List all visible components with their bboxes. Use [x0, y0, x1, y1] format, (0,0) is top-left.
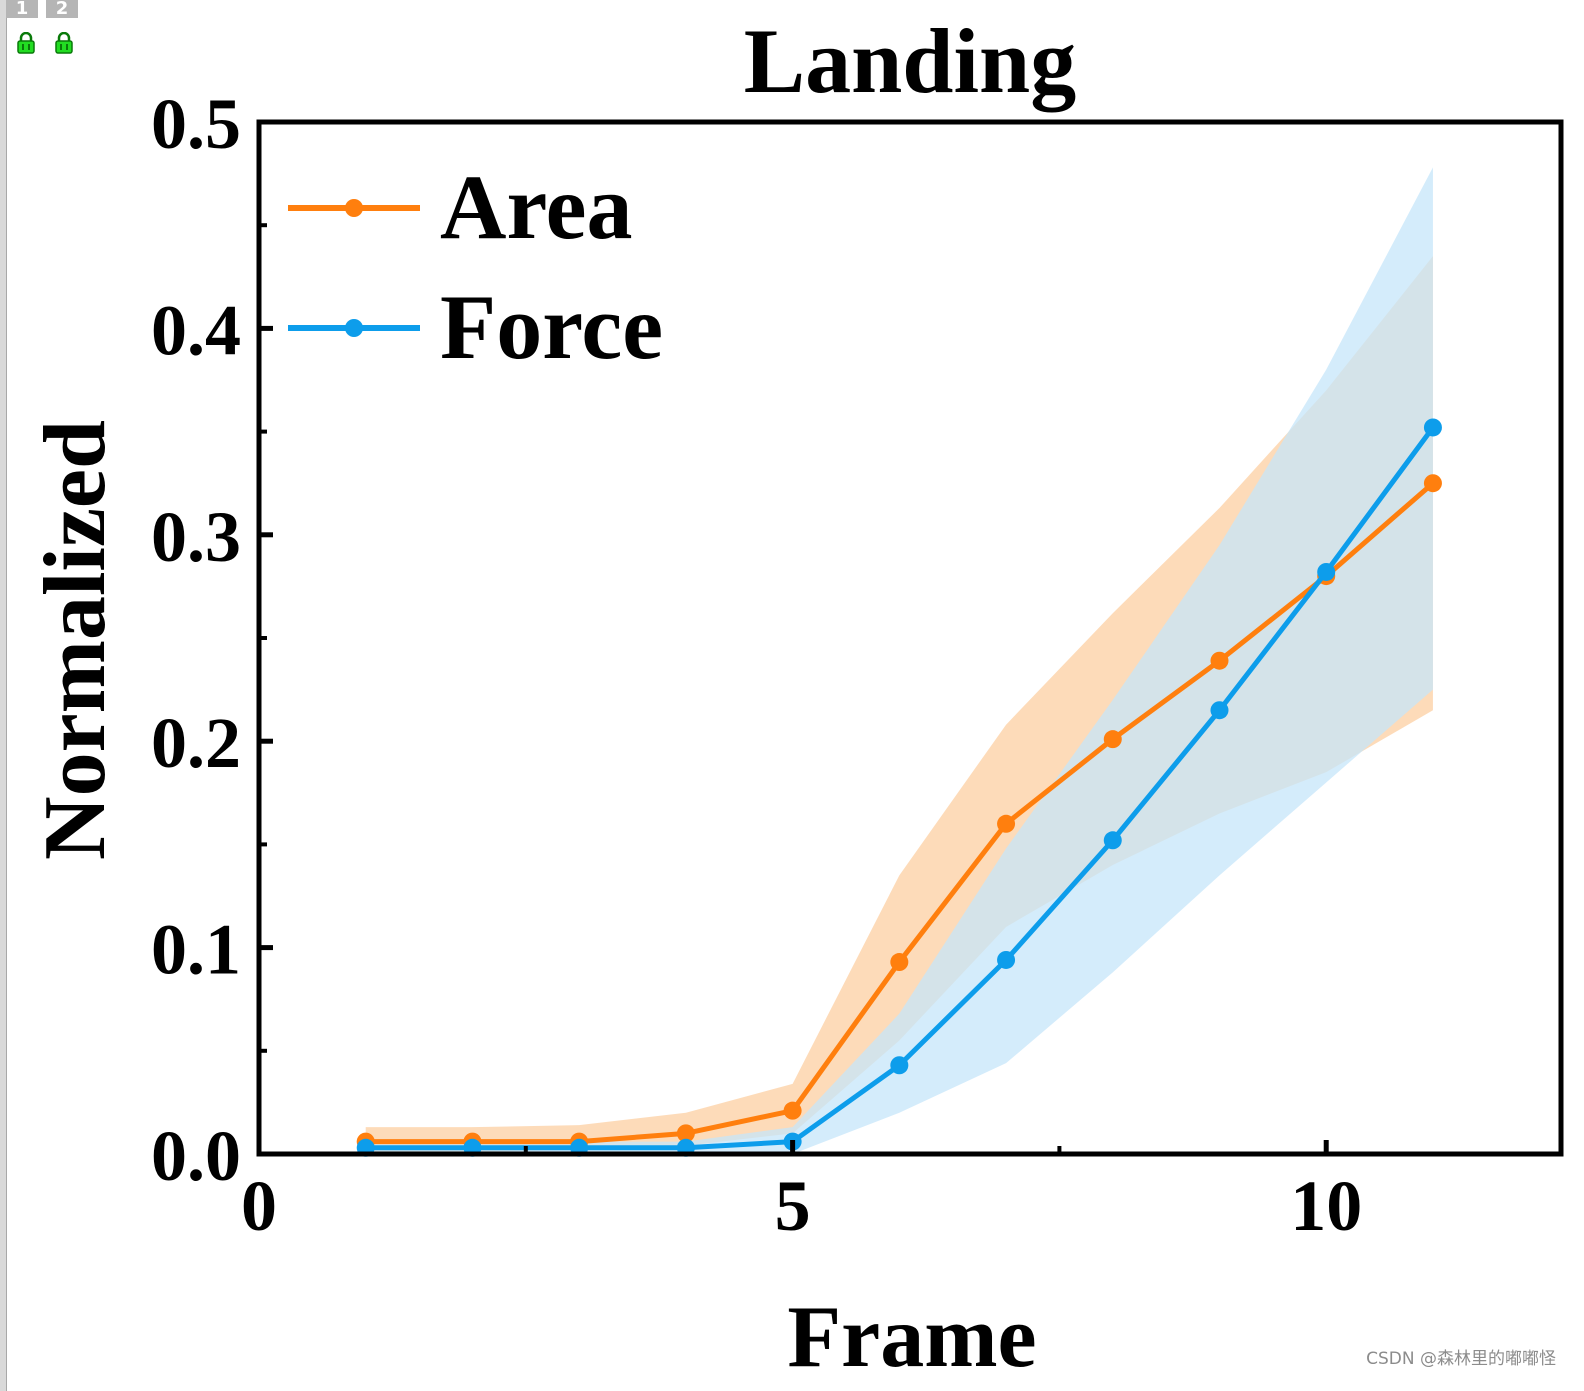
point-area	[997, 814, 1016, 833]
point-force	[1103, 831, 1122, 850]
band-force	[365, 167, 1433, 1154]
y-tick-label: 0.1	[151, 910, 241, 990]
y-axis-label: Normalized	[27, 420, 124, 860]
point-area	[1210, 651, 1229, 670]
chart-title: Landing	[744, 10, 1076, 112]
point-area	[1103, 730, 1122, 749]
point-area	[676, 1124, 695, 1143]
legend: Area Force	[288, 156, 663, 378]
point-force	[1317, 562, 1336, 581]
y-tick-label: 0.4	[151, 290, 241, 370]
watermark: CSDN @森林里的嘟嘟怪	[1366, 1349, 1556, 1369]
lock-icon[interactable]	[16, 32, 36, 54]
y-tick-label: 0.2	[151, 703, 241, 783]
y-tick-label: 0.0	[151, 1116, 241, 1196]
legend-marker-area	[345, 199, 363, 217]
y-tick-label: 0.5	[151, 84, 241, 164]
legend-marker-force	[345, 319, 363, 337]
axes: 0.0 0.1 0.2 0.3 0.4 0.5 0 5 10	[151, 84, 1564, 1246]
legend-label-area: Area	[440, 156, 632, 258]
x-tick-label: 0	[241, 1166, 277, 1246]
point-area	[890, 953, 909, 972]
point-area	[783, 1101, 802, 1120]
point-force	[890, 1056, 909, 1075]
page-tab-1[interactable]: 1	[6, 0, 38, 18]
point-area	[1423, 474, 1442, 493]
window-left-border	[0, 0, 7, 1391]
series-lines	[356, 418, 1442, 1157]
point-force	[997, 950, 1016, 969]
legend-label-force: Force	[440, 276, 663, 378]
point-force	[1423, 418, 1442, 437]
lock-icon[interactable]	[54, 32, 74, 54]
point-force	[1210, 701, 1229, 720]
page-tab-2[interactable]: 2	[46, 0, 78, 18]
y-tick-label: 0.3	[151, 497, 241, 577]
x-axis-label: Frame	[787, 1289, 1036, 1386]
x-tick-label: 10	[1290, 1166, 1362, 1246]
x-tick-label: 5	[775, 1166, 811, 1246]
